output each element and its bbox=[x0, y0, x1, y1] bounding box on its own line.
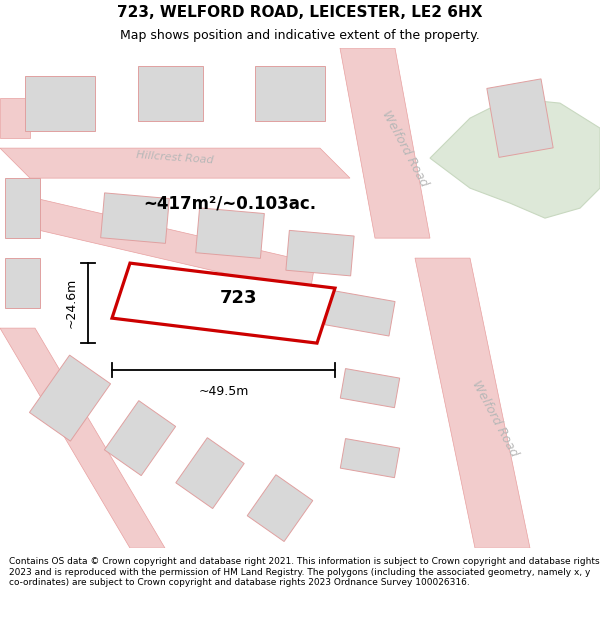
Polygon shape bbox=[286, 231, 354, 276]
Polygon shape bbox=[430, 98, 600, 218]
Polygon shape bbox=[340, 369, 400, 408]
Polygon shape bbox=[176, 438, 244, 509]
Polygon shape bbox=[340, 48, 430, 238]
Polygon shape bbox=[30, 198, 315, 293]
Text: 723: 723 bbox=[220, 289, 257, 307]
Text: Map shows position and indicative extent of the property.: Map shows position and indicative extent… bbox=[120, 29, 480, 42]
Polygon shape bbox=[415, 258, 530, 548]
Polygon shape bbox=[196, 208, 265, 258]
Text: ~49.5m: ~49.5m bbox=[199, 385, 248, 398]
Polygon shape bbox=[104, 401, 176, 476]
Polygon shape bbox=[25, 76, 95, 131]
Polygon shape bbox=[247, 475, 313, 541]
Polygon shape bbox=[155, 274, 225, 322]
Polygon shape bbox=[340, 439, 400, 478]
Polygon shape bbox=[487, 79, 553, 158]
Text: Hillcrest Road: Hillcrest Road bbox=[136, 151, 214, 166]
Polygon shape bbox=[0, 98, 30, 138]
Text: ~24.6m: ~24.6m bbox=[65, 278, 78, 328]
Polygon shape bbox=[101, 193, 169, 243]
Polygon shape bbox=[255, 66, 325, 121]
Text: Welford Road: Welford Road bbox=[469, 378, 521, 458]
Polygon shape bbox=[112, 263, 335, 343]
Polygon shape bbox=[0, 148, 350, 178]
Polygon shape bbox=[137, 66, 203, 121]
Polygon shape bbox=[5, 258, 40, 308]
Text: Welford Road: Welford Road bbox=[379, 108, 431, 188]
Text: ~417m²/~0.103ac.: ~417m²/~0.103ac. bbox=[143, 194, 317, 212]
Polygon shape bbox=[5, 178, 40, 238]
Polygon shape bbox=[325, 290, 395, 336]
Polygon shape bbox=[29, 355, 110, 441]
Polygon shape bbox=[245, 289, 315, 338]
Text: 723, WELFORD ROAD, LEICESTER, LE2 6HX: 723, WELFORD ROAD, LEICESTER, LE2 6HX bbox=[117, 5, 483, 20]
Text: Contains OS data © Crown copyright and database right 2021. This information is : Contains OS data © Crown copyright and d… bbox=[9, 557, 599, 587]
Polygon shape bbox=[0, 328, 165, 548]
